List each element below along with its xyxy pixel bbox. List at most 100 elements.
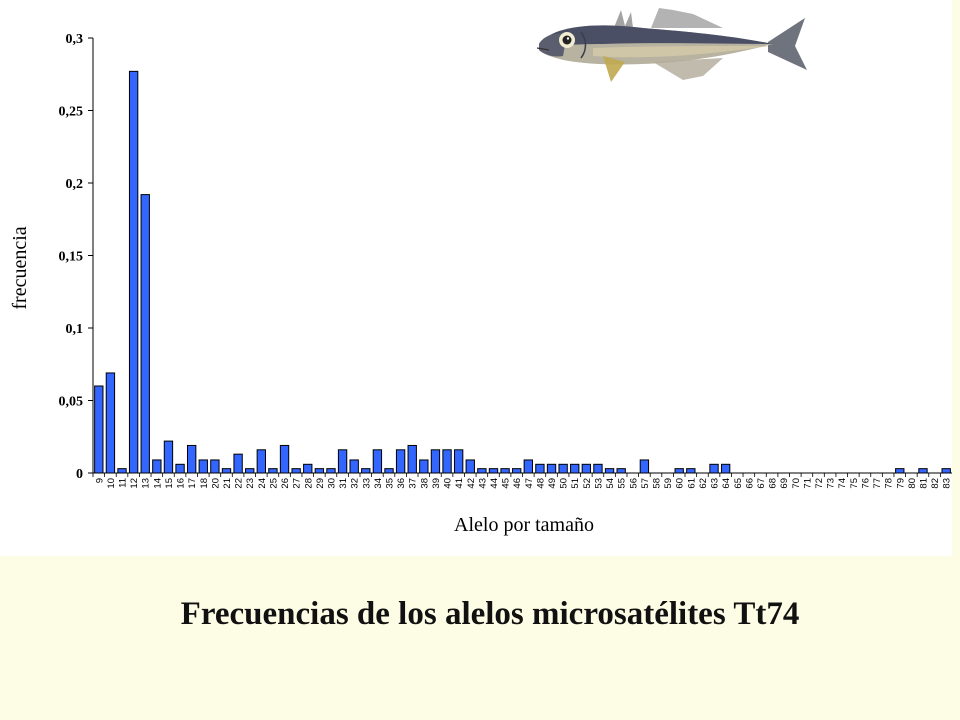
x-tick-label: 18 [199,478,210,489]
x-tick-label: 10 [106,478,117,489]
x-tick-label: 23 [245,478,256,489]
x-tick-label: 44 [489,478,500,489]
x-tick-label: 25 [268,478,279,489]
x-tick-label: 54 [605,478,616,489]
x-tick-label: 71 [802,478,813,489]
x-tick-label: 15 [164,478,175,489]
x-tick-label: 17 [187,478,198,489]
x-tick-label: 32 [350,478,361,489]
x-tick-label: 41 [454,478,465,489]
bar-54 [604,468,615,474]
x-tick-label: 81 [918,478,929,489]
bar-20 [210,459,220,474]
x-tick-label: 68 [768,478,779,489]
bar-23 [245,468,255,474]
bar-57 [639,459,650,474]
x-tick-label: 16 [176,478,187,489]
chart-axes [88,37,952,477]
x-tick-label: 74 [837,478,848,489]
x-tick-label: 51 [570,478,581,489]
bar-14 [152,459,162,474]
bar-52 [581,463,592,474]
x-tick-label: 65 [733,478,744,489]
x-tick-label: 60 [675,478,686,489]
x-tick-label: 40 [443,478,454,489]
bar-43 [477,468,487,474]
bar-53 [593,463,603,474]
bar-44 [488,468,499,474]
bar-42 [465,459,475,474]
bar-36 [395,449,406,474]
fish-icon [536,8,807,82]
bar-28 [303,463,313,474]
x-tick-label: 46 [512,478,523,489]
bar-39 [430,449,441,474]
x-tick-label: 49 [547,478,558,489]
x-tick-label: 50 [559,478,570,489]
y-tick-label: 0,05 [59,395,84,410]
x-tick-label: 35 [385,478,396,489]
x-tick-label: 61 [686,478,697,489]
bar-83 [941,468,951,474]
bar-15 [163,440,174,474]
bar-9 [94,385,104,474]
bar-37 [407,444,417,474]
x-tick-label: 79 [895,478,906,489]
bar-33 [361,468,371,474]
x-tick-label: 45 [501,478,512,489]
x-tick-label: 78 [884,478,895,489]
slide-title: Frecuencias de los alelos microsatélites… [180,596,800,632]
bar-49 [546,463,557,474]
x-tick-label: 30 [326,478,337,489]
bar-11 [117,468,127,474]
x-tick-label: 82 [930,478,941,489]
bar-30 [326,468,336,474]
y-tick-label: 0,3 [66,32,84,47]
bar-31 [337,449,348,474]
x-tick-label: 20 [210,478,221,489]
x-tick-labels: 9 10 11 12 13 14 15 16 17 18 20 21 22 23 24 25 26 27 28 29 3… [94,478,952,489]
x-tick-label: 70 [791,478,802,489]
y-tick-labels: 0 0,05 0,1 0,15 0,2 0,25 0,3 [59,32,84,482]
y-axis-title: frecuencia [9,226,31,309]
y-tick-label: 0,2 [66,177,84,192]
x-tick-label: 13 [141,478,152,489]
x-tick-label: 22 [234,478,245,489]
x-tick-label: 11 [118,478,129,488]
x-tick-label: 75 [849,478,860,489]
bar-27 [291,468,301,474]
bar-13 [140,194,150,474]
y-tick-label: 0 [76,467,83,482]
bar-18 [198,459,208,474]
bar-25 [268,468,278,474]
x-tick-label: 63 [710,478,721,489]
y-tick-label: 0,15 [59,250,84,265]
bar-60 [674,468,684,474]
x-tick-label: 83 [942,478,952,489]
x-tick-label: 26 [280,478,291,489]
bar-38 [419,459,429,474]
x-tick-label: 58 [651,478,662,489]
x-tick-label: 21 [222,478,233,489]
x-tick-label: 39 [431,478,442,489]
bar-79 [895,468,905,474]
x-tick-label: 31 [338,478,349,489]
bar-81 [918,468,928,474]
bar-21 [221,468,232,474]
x-tick-label: 64 [721,478,732,489]
x-tick-label: 43 [477,478,488,489]
x-tick-label: 47 [524,478,535,489]
bar-64 [720,463,731,474]
x-tick-label: 67 [756,478,767,489]
bar-47 [523,459,533,474]
y-tick-label: 0,1 [66,322,84,337]
bar-48 [535,463,545,474]
bar-17 [186,444,197,474]
bar-12 [128,70,139,474]
x-tick-label: 9 [94,478,105,483]
x-tick-label: 73 [826,478,837,489]
bar-22 [233,453,243,474]
x-tick-label: 24 [257,478,268,489]
y-tick-label: 0,25 [59,105,84,120]
x-tick-label: 29 [315,478,326,489]
